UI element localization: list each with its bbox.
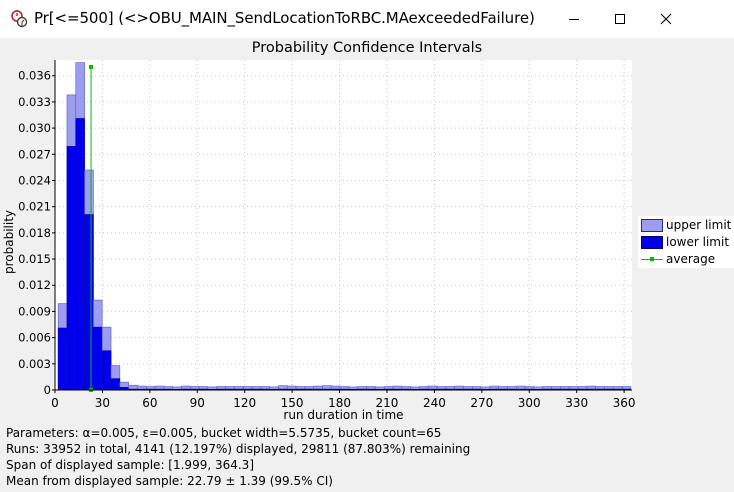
x-tick-label: 210 [376,396,399,410]
maximize-icon [615,14,625,24]
span-text: Span of displayed sample: [1.999, 364.3] [6,458,254,472]
y-tick-label: 0.027 [18,147,51,161]
legend-label-average: average [666,252,716,266]
bar-lower [66,146,77,391]
y-tick-label: 0.021 [18,200,51,214]
legend-item-upper: upper limit [641,217,731,233]
chart-title: Probability Confidence Intervals [251,40,483,56]
runs-text: Runs: 33952 in total, 4141 (12.197%) dis… [6,442,471,456]
legend-label-lower: lower limit [666,235,730,249]
x-tick-label: 150 [281,396,304,410]
y-tick-label: 0.030 [18,121,51,135]
uppaal-stopwatch-icon [11,10,28,28]
legend-swatch-average [641,253,663,266]
close-button[interactable] [643,0,689,38]
y-tick-label: 0.036 [18,69,51,83]
title-bar[interactable]: Pr[<=500] (<>OBU_MAIN_SendLocationToRBC.… [0,0,734,38]
chart-legend: upper limit lower limit average [638,216,734,268]
y-tick-label: 0.015 [18,252,51,266]
y-axis-label: probability [2,210,16,274]
close-icon [660,13,672,25]
y-tick-label: 0 [44,383,51,397]
y-tick-label: 0.018 [18,226,51,240]
x-tick-label: 270 [470,396,493,410]
legend-item-lower: lower limit [641,234,729,250]
legend-swatch-lower [641,235,663,249]
bar-lower [93,326,103,391]
y-tick-label: 0.003 [18,357,51,371]
x-tick-label: 300 [518,396,541,410]
x-tick-label: 0 [51,396,59,410]
minimize-icon [569,19,579,20]
x-tick-label: 240 [423,396,446,410]
y-tick-label: 0.006 [18,331,51,345]
x-tick-label: 30 [95,396,110,410]
x-tick-label: 330 [565,396,588,410]
minimize-button[interactable] [551,0,597,38]
x-tick-label: 60 [142,396,157,410]
x-tick-label: 90 [190,396,205,410]
y-tick-label: 0.012 [18,278,51,292]
x-tick-label: 120 [233,396,256,410]
x-axis-label: run duration in time [283,408,403,422]
parameters-text: Parameters: α=0.005, ε=0.005, bucket wid… [6,426,442,440]
bar-lower [84,214,94,391]
legend-swatch-upper [641,218,663,232]
x-tick-label: 180 [328,396,351,410]
y-tick-label: 0.033 [18,95,51,109]
mean-text: Mean from displayed sample: 22.79 ± 1.39… [6,474,333,488]
bar-lower [75,118,85,391]
y-tick-label: 0.009 [18,304,51,318]
bar-lower [101,350,112,391]
plot-area [55,60,632,390]
legend-label-upper: upper limit [666,218,732,232]
bar-lower [57,327,68,391]
average-marker-top [89,65,94,69]
maximize-button[interactable] [597,0,643,38]
bar-lower [110,378,121,391]
x-tick-label: 360 [613,396,636,410]
y-tick-label: 0.024 [18,173,51,187]
legend-item-average: average [641,251,715,267]
window-title: Pr[<=500] (<>OBU_MAIN_SendLocationToRBC.… [34,9,535,27]
